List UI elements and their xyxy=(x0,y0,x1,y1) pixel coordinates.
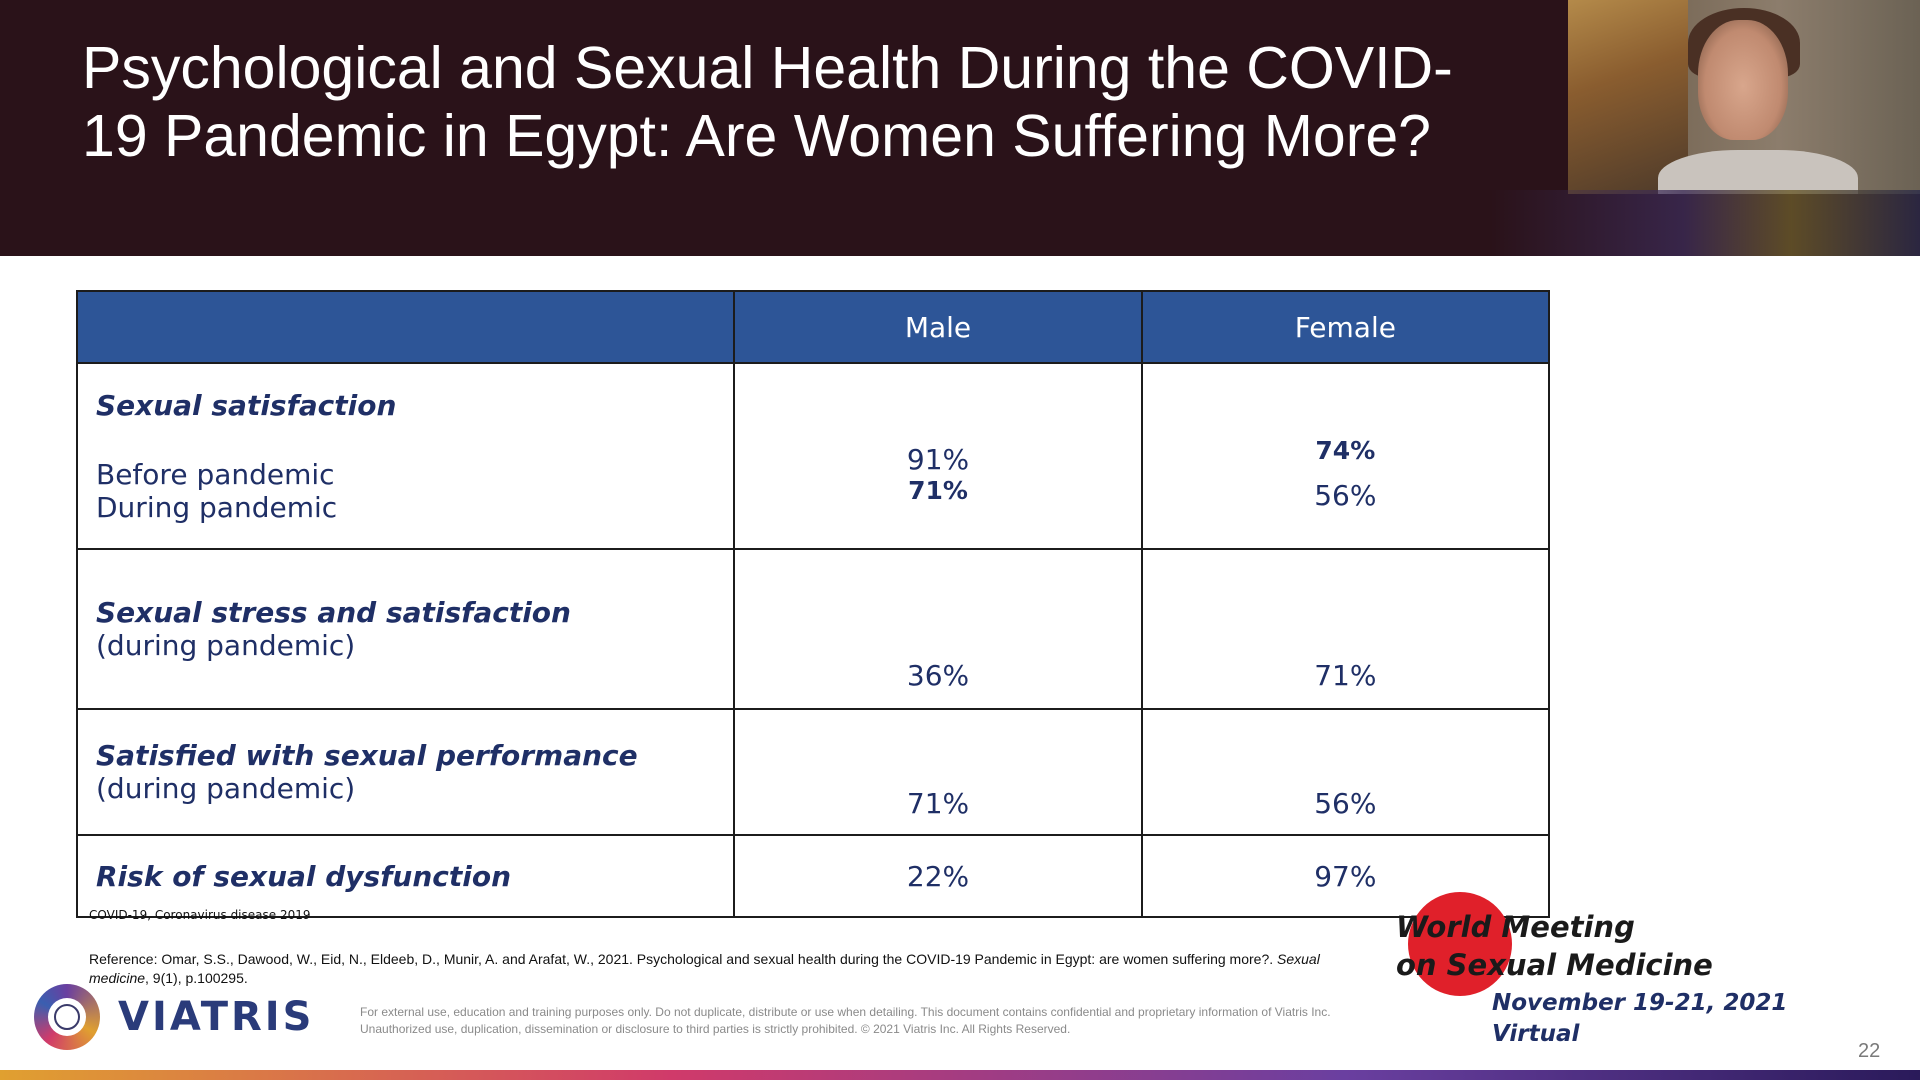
male-value: 71% xyxy=(733,708,1143,836)
spacer xyxy=(96,422,715,458)
female-value: 71% xyxy=(1140,548,1551,710)
speaker-body xyxy=(1658,150,1858,194)
bottom-accent-bar xyxy=(0,1070,1920,1080)
event-line-1: World Meeting xyxy=(1396,910,1635,944)
sub-label: (during pandemic) xyxy=(96,629,356,662)
table-row: Sexual satisfaction Before pandemic Duri… xyxy=(75,362,1551,550)
viatris-logo: VIATRIS xyxy=(34,978,311,1054)
row-label: Sexual satisfaction Before pandemic Duri… xyxy=(75,362,736,550)
sub-label: During pandemic xyxy=(96,490,338,524)
category-label: Satisfied with sexual performance xyxy=(96,739,638,772)
row-label: Sexual stress and satisfaction (during p… xyxy=(75,548,736,710)
header-male: Male xyxy=(733,290,1143,364)
sub-label: (during pandemic) xyxy=(96,772,356,805)
sub-label: Before pandemic xyxy=(96,457,335,491)
value-cell: 74% xyxy=(1315,436,1376,465)
speaker-face xyxy=(1698,20,1788,140)
male-value: 22% xyxy=(733,834,1143,918)
event-logo-dot xyxy=(1408,892,1512,996)
category-label: Sexual stress and satisfaction xyxy=(96,596,571,629)
spacer xyxy=(1161,400,1530,436)
value-cell: 56% xyxy=(1314,479,1377,512)
event-line-2: on Sexual Medicine xyxy=(1396,948,1713,982)
male-value: 91% 71% xyxy=(733,362,1143,550)
slide-title: Psychological and Sexual Health During t… xyxy=(82,35,1453,169)
abbreviation-note: COVID-19, Coronavirus disease 2019 xyxy=(89,908,311,922)
spacer xyxy=(753,407,1122,443)
row-label: Satisfied with sexual performance (durin… xyxy=(75,708,736,836)
reference-citation: Reference: Omar, S.S., Dawood, W., Eid, … xyxy=(89,950,1349,988)
category-label: Sexual satisfaction xyxy=(96,388,397,422)
table-row: Sexual stress and satisfaction (during p… xyxy=(75,548,1551,710)
table-row: Risk of sexual dysfunction 22% 97% xyxy=(75,834,1551,918)
event-name: World Meeting on Sexual Medicine xyxy=(1396,908,1713,984)
female-value: 74% 56% xyxy=(1140,362,1551,550)
female-value: 56% xyxy=(1140,708,1551,836)
reference-journal: Sexual medicine xyxy=(89,951,1320,986)
reference-text: Reference: Omar, S.S., Dawood, W., Eid, … xyxy=(89,951,1278,967)
value-cell: 91% xyxy=(906,443,970,476)
header-female: Female xyxy=(1140,290,1551,364)
category-label: Risk of sexual dysfunction xyxy=(96,859,512,893)
background-painting xyxy=(1568,0,1688,194)
page-number: 22 xyxy=(1858,1040,1881,1062)
results-table: Male Female Sexual satisfaction Before p… xyxy=(75,290,1551,918)
header-blank xyxy=(75,290,736,364)
legal-disclaimer: For external use, education and training… xyxy=(360,1005,1331,1036)
row-label: Risk of sexual dysfunction xyxy=(75,834,736,918)
globe-icon xyxy=(34,984,100,1050)
event-details: November 19-21, 2021 Virtual xyxy=(1492,988,1787,1050)
logo-text: VIATRIS xyxy=(118,994,315,1040)
value-cell: 71% xyxy=(908,476,968,505)
table-row: Satisfied with sexual performance (durin… xyxy=(75,708,1551,836)
webcam-video xyxy=(1568,0,1920,194)
header-decoration xyxy=(1490,190,1920,256)
event-mode: Virtual xyxy=(1492,1021,1580,1047)
reference-suffix: , 9(1), p.100295. xyxy=(145,970,248,986)
male-value: 36% xyxy=(733,548,1143,710)
table-header-row: Male Female xyxy=(75,290,1551,364)
event-date: November 19-21, 2021 xyxy=(1492,990,1788,1016)
